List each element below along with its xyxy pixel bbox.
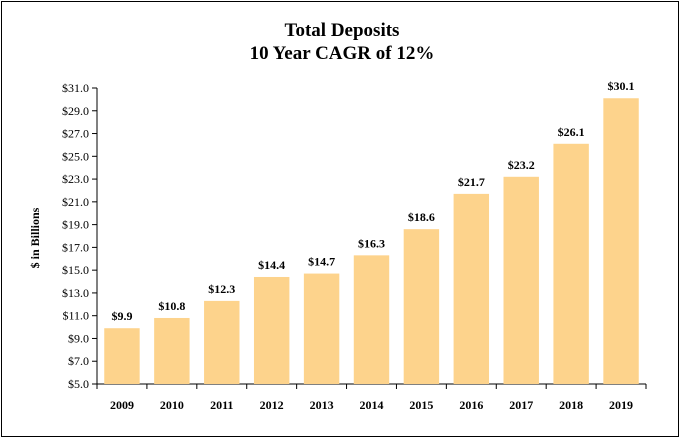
- y-tick-label: $19.0: [62, 218, 89, 232]
- bar-2019: [603, 98, 639, 384]
- x-tick-label-2012: 2012: [260, 398, 284, 412]
- y-tick-label: $5.0: [68, 377, 89, 391]
- data-label-2015: $18.6: [408, 210, 435, 224]
- y-tick-label: $29.0: [62, 104, 89, 118]
- chart-subtitle: 10 Year CAGR of 12%: [250, 43, 435, 64]
- data-label-2018: $26.1: [558, 125, 585, 139]
- x-tick-label-2019: 2019: [609, 398, 633, 412]
- y-tick-label: $21.0: [62, 195, 89, 209]
- y-tick-label: $7.0: [68, 354, 89, 368]
- data-label-2011: $12.3: [208, 282, 235, 296]
- bars: [104, 98, 639, 384]
- x-tick-label-2018: 2018: [559, 398, 583, 412]
- bar-2015: [403, 229, 440, 384]
- bar-2018: [553, 143, 589, 384]
- data-label-2017: $23.2: [508, 158, 535, 172]
- bar-2011: [204, 300, 240, 384]
- x-tick-label-2013: 2013: [310, 398, 334, 412]
- x-tick-label-2011: 2011: [210, 398, 233, 412]
- bar-2010: [154, 317, 190, 384]
- data-labels: $9.9 $10.8 $12.3 $14.4 $14.7 $16.3 $18.6 $21.7 $…: [111, 79, 634, 323]
- x-tick-label-2010: 2010: [160, 398, 184, 412]
- y-axis-label: $ in Billions: [28, 207, 42, 268]
- data-label-2016: $21.7: [458, 175, 485, 189]
- bar-2009: [104, 328, 140, 384]
- y-tick-label: $23.0: [62, 172, 89, 186]
- y-tick-label: $31.0: [62, 81, 89, 95]
- data-label-2014: $16.3: [358, 236, 385, 250]
- y-tick-label: $15.0: [62, 263, 89, 277]
- x-tick-label-2014: 2014: [360, 398, 384, 412]
- x-tick-label-2009: 2009: [110, 398, 134, 412]
- bar-2014: [353, 255, 390, 384]
- x-tick-label-2015: 2015: [409, 398, 433, 412]
- x-tick-label-2016: 2016: [459, 398, 483, 412]
- data-label-2019: $30.1: [608, 79, 635, 93]
- x-axis: 2009 2010 2011 2012 2013 2014 2015 2016 2017 2018…: [96, 383, 647, 412]
- y-tick-label: $17.0: [62, 240, 89, 254]
- bar-2013: [303, 273, 340, 384]
- y-tick-label: $9.0: [68, 331, 89, 345]
- x-tick-label-2017: 2017: [509, 398, 533, 412]
- y-tick-label: $13.0: [62, 286, 89, 300]
- bar-2017: [503, 176, 539, 384]
- bar-2016: [453, 193, 490, 384]
- y-tick-label: $27.0: [62, 127, 89, 141]
- y-tick-label: $11.0: [62, 309, 89, 323]
- bar-2012: [253, 276, 290, 384]
- data-label-2009: $9.9: [111, 309, 132, 323]
- y-axis: $5.0 $7.0 $9.0 $11.0 $13.0 $15.0 $17.0 $19.0 $21…: [62, 81, 98, 391]
- data-label-2012: $14.4: [258, 258, 285, 272]
- data-label-2010: $10.8: [158, 299, 185, 313]
- chart-title: Total Deposits: [285, 20, 400, 41]
- data-label-2013: $14.7: [308, 255, 335, 269]
- y-tick-label: $25.0: [62, 149, 89, 163]
